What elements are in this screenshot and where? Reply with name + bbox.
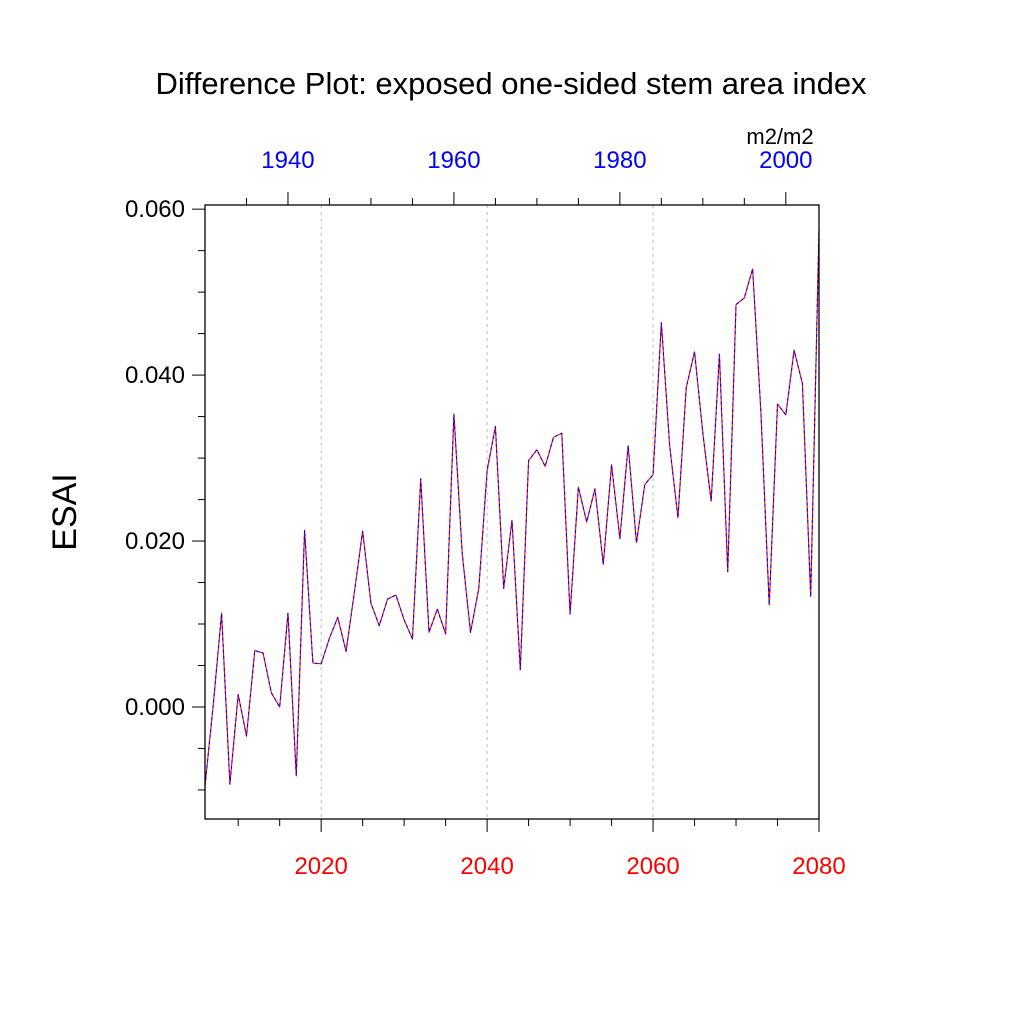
top-tick-label-1980: 1980 (593, 147, 646, 174)
data-point (800, 381, 804, 385)
data-point (767, 603, 771, 607)
data-point (809, 595, 813, 599)
data-point (444, 632, 448, 636)
data-point (518, 668, 522, 672)
data-point (327, 636, 331, 640)
top-tick-label-2000: 2000 (759, 147, 812, 174)
units-label: m2/m2 (746, 124, 813, 149)
data-point (535, 448, 539, 452)
data-point (643, 483, 647, 487)
data-point (377, 624, 381, 628)
data-point (693, 350, 697, 354)
data-point (278, 705, 282, 709)
data-point (311, 661, 315, 665)
data-point (261, 651, 265, 655)
data-point (527, 459, 531, 463)
data-point (435, 607, 439, 611)
data-point (626, 444, 630, 448)
bottom-tick-label-2080: 2080 (792, 853, 845, 880)
data-point (701, 431, 705, 435)
data-point (576, 485, 580, 489)
data-point (352, 590, 356, 594)
data-point (477, 586, 481, 590)
data-point (369, 601, 373, 605)
data-point (610, 463, 614, 467)
data-point (427, 630, 431, 634)
data-point (784, 413, 788, 417)
data-point (410, 637, 414, 641)
data-point (493, 425, 497, 429)
axis-ticks (192, 192, 820, 832)
data-point (560, 431, 564, 435)
data-point (742, 296, 746, 300)
data-point (759, 410, 763, 414)
data-point (510, 518, 514, 522)
data-point (585, 520, 589, 524)
data-point (502, 586, 506, 590)
data-series (204, 229, 820, 786)
data-point (394, 593, 398, 597)
tick-labels: 2020 2040 2060 2080 1940 1960 1980 2000 0.000 0.0… (125, 147, 846, 880)
data-point (336, 615, 340, 619)
gridlines (320, 205, 654, 819)
data-point (717, 352, 721, 356)
data-point (684, 386, 688, 390)
data-point (460, 551, 464, 555)
data-point (485, 469, 489, 473)
data-point (543, 464, 547, 468)
data-point (726, 570, 730, 574)
y-tick-label-1: 0.020 (125, 528, 185, 555)
plot-frame (204, 204, 820, 820)
data-point (402, 618, 406, 622)
bottom-tick-label-2020: 2020 (294, 853, 347, 880)
data-point (469, 630, 473, 634)
data-point (634, 541, 638, 545)
data-point (211, 703, 215, 707)
data-point (319, 662, 323, 666)
y-axis-label: ESAI (46, 473, 84, 550)
data-point (618, 537, 622, 541)
data-point (303, 528, 307, 532)
series-line-red (204, 229, 820, 786)
y-tick-label-3: 0.060 (125, 196, 185, 223)
data-point (269, 691, 273, 695)
data-point (294, 774, 298, 778)
data-point (792, 348, 796, 352)
bottom-tick-label-2040: 2040 (460, 853, 513, 880)
data-point (659, 321, 663, 325)
data-point (253, 649, 257, 653)
data-point (452, 412, 456, 416)
bottom-tick-label-2060: 2060 (626, 853, 679, 880)
y-tick-label-2: 0.040 (125, 362, 185, 389)
chart-title: Difference Plot: exposed one-sided stem … (155, 66, 867, 101)
data-point (734, 303, 738, 307)
data-point (228, 782, 232, 786)
data-point (751, 267, 755, 271)
data-point (344, 649, 348, 653)
top-tick-label-1940: 1940 (261, 147, 314, 174)
y-tick-label-0: 0.000 (125, 694, 185, 721)
top-tick-label-1960: 1960 (427, 147, 480, 174)
data-point (709, 499, 713, 503)
data-point (593, 487, 597, 491)
data-point (286, 611, 290, 615)
data-point (651, 473, 655, 477)
data-point (676, 516, 680, 520)
data-point (776, 402, 780, 406)
data-point (601, 562, 605, 566)
data-point (244, 734, 248, 738)
data-point (236, 693, 240, 697)
data-point (419, 477, 423, 481)
data-point (220, 611, 224, 615)
data-point (568, 612, 572, 616)
data-point (361, 529, 365, 533)
data-point (551, 435, 555, 439)
data-point (386, 597, 390, 601)
data-point (668, 444, 672, 448)
